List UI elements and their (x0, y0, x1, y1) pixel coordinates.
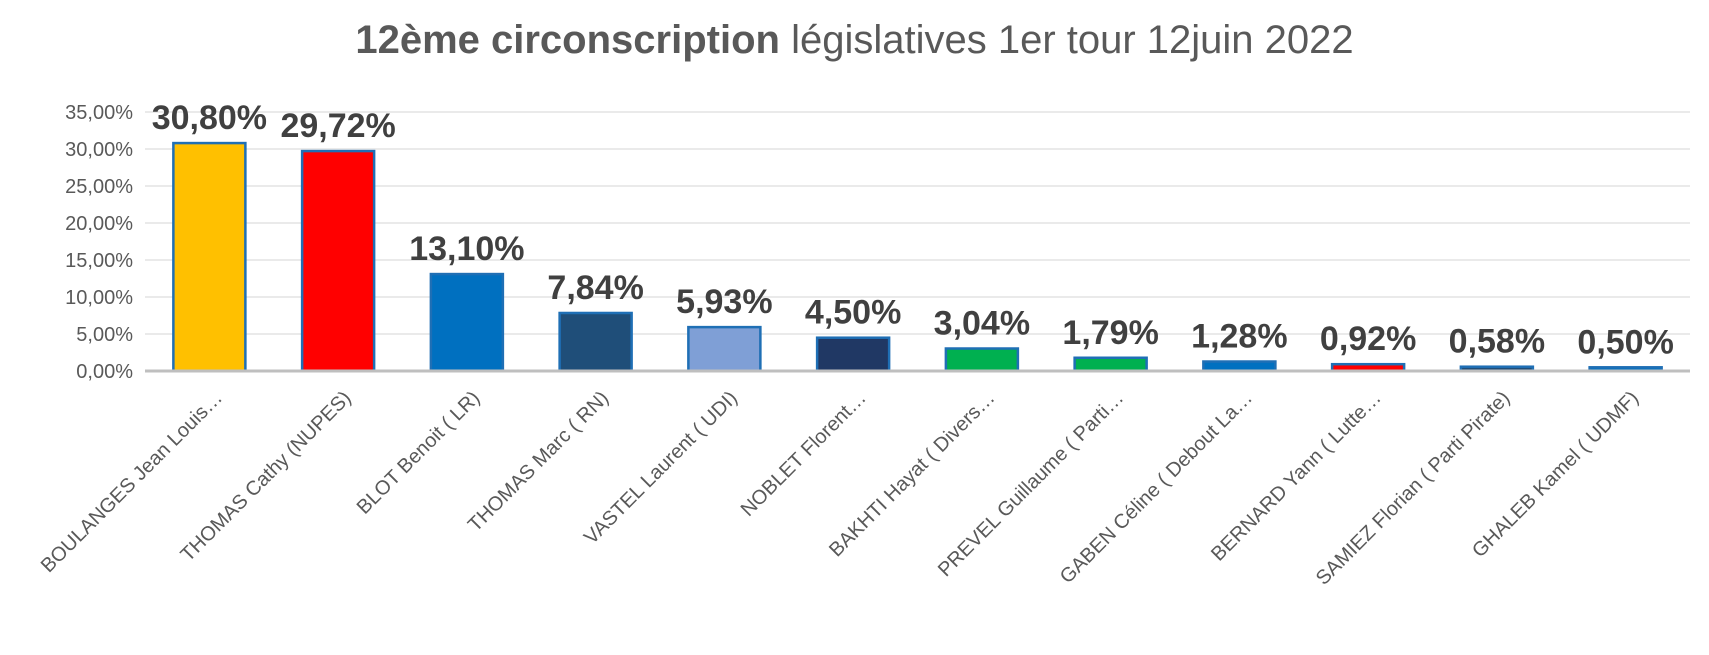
data-label: 0,50% (1577, 323, 1673, 361)
data-label: 30,80% (152, 99, 267, 137)
x-tick-label: NOBLET Florent… (737, 387, 871, 521)
bar (558, 311, 633, 373)
bar (944, 347, 1020, 373)
data-label: 7,84% (547, 269, 643, 307)
y-tick-label: 30,00% (65, 139, 133, 161)
data-label: 4,50% (805, 294, 901, 332)
data-label: 0,92% (1320, 320, 1416, 358)
bar (300, 149, 376, 373)
data-label: 5,93% (676, 283, 772, 321)
y-tick-label: 0,00% (76, 361, 133, 383)
bar (815, 336, 891, 373)
bar (1073, 356, 1148, 373)
bar (429, 272, 505, 373)
data-label: 1,79% (1062, 314, 1158, 352)
y-tick-label: 35,00% (65, 102, 133, 124)
data-label: 29,72% (280, 107, 395, 145)
y-tick-label: 5,00% (76, 324, 133, 346)
bar (172, 141, 247, 373)
x-tick-label: BLOT Benoit ( LR) (353, 387, 485, 519)
y-tick-label: 15,00% (65, 250, 133, 272)
data-label: 0,58% (1449, 323, 1545, 361)
chart-title-bold: 12ème circonscription (355, 18, 780, 62)
data-label: 1,28% (1191, 318, 1287, 356)
bar (687, 325, 762, 373)
y-tick-label: 10,00% (65, 287, 133, 309)
y-tick-label: 20,00% (65, 213, 133, 235)
chart-title-rest: législatives 1er tour 12juin 2022 (779, 18, 1354, 62)
data-label: 3,04% (934, 305, 1030, 343)
y-tick-label: 25,00% (65, 176, 133, 198)
data-label: 13,10% (409, 230, 524, 268)
chart-title: 12ème circonscription législatives 1er t… (0, 18, 1709, 63)
x-tick-label: THOMAS Marc ( RN) (464, 387, 613, 536)
